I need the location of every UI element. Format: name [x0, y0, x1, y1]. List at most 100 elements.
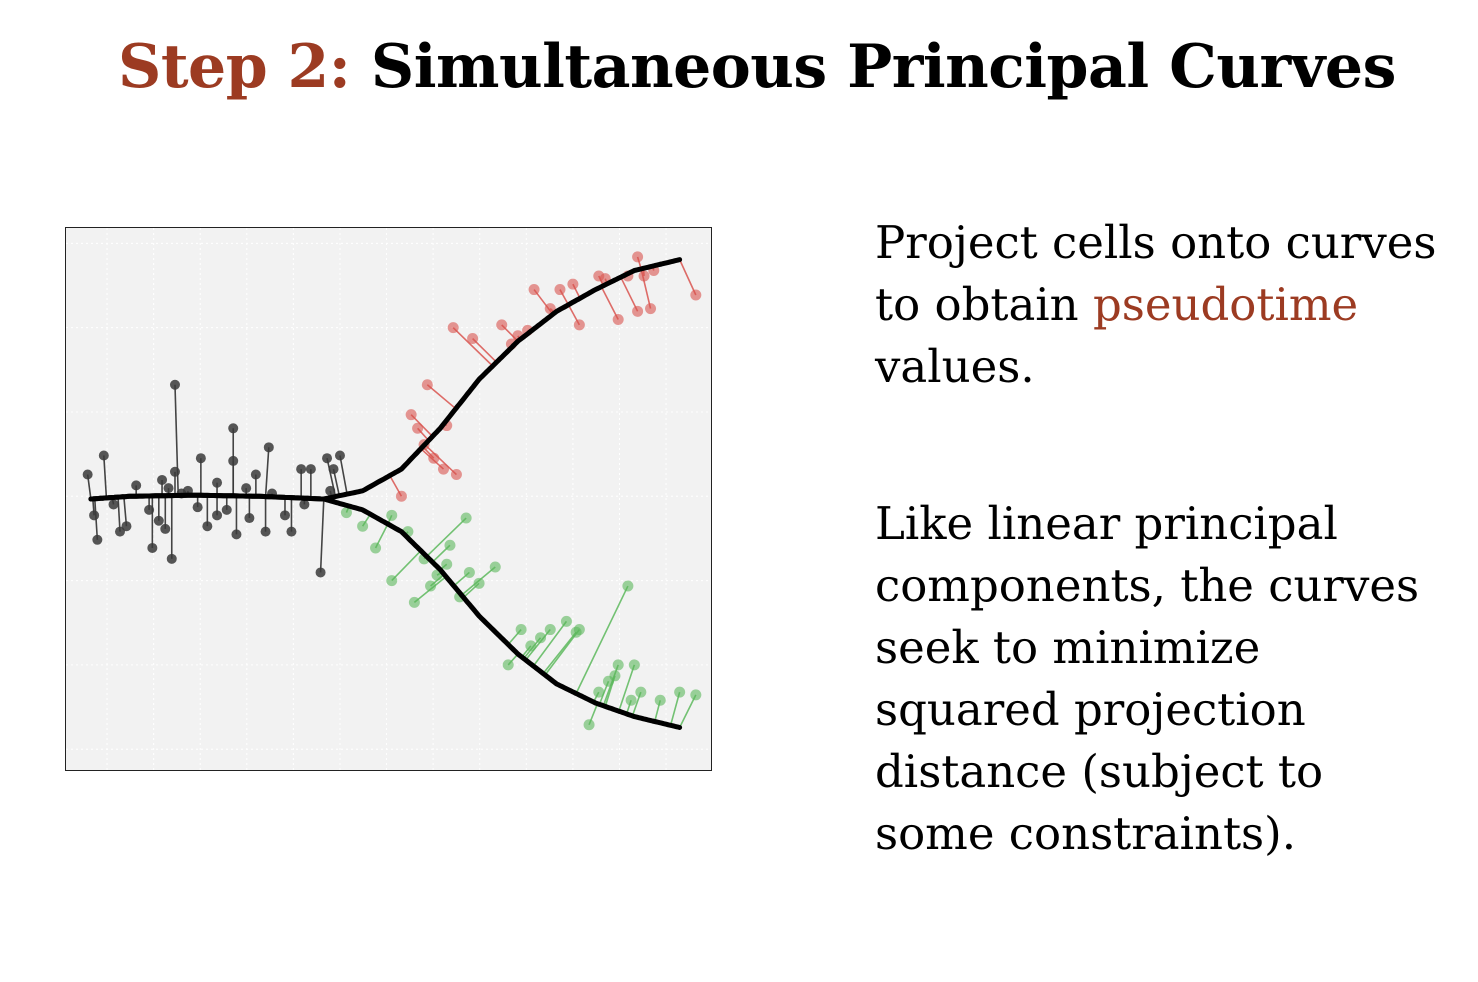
para1-line-2: to obtain pseudotime	[875, 274, 1465, 336]
pseudotime-highlight: pseudotime	[1092, 278, 1359, 331]
cell-point	[515, 624, 527, 636]
cell-point	[632, 305, 644, 317]
cell-point	[357, 520, 369, 532]
cell-point	[690, 689, 702, 701]
para2-line-1: Like linear principal	[875, 497, 1338, 550]
slide-title: Step 2: Simultaneous Principal Curves	[118, 32, 1396, 102]
cell-point	[370, 542, 382, 554]
cell-point	[195, 453, 206, 464]
projection-segment	[472, 337, 498, 363]
cell-point	[169, 379, 180, 390]
cell-point	[573, 624, 585, 636]
para2-line-6: some constraints).	[875, 807, 1296, 860]
cell-point	[157, 474, 168, 485]
cell-point	[322, 453, 333, 464]
projection-segment	[669, 691, 681, 726]
cell-point	[674, 686, 686, 698]
cell-point	[593, 686, 605, 698]
cell-point	[473, 577, 485, 589]
projection-segment	[426, 384, 457, 410]
principal-curves-plot	[65, 227, 712, 771]
cell-point	[412, 422, 424, 434]
cell-point	[386, 575, 398, 587]
cell-point	[460, 512, 472, 524]
cell-point	[622, 580, 634, 592]
cell-point	[425, 580, 437, 592]
cell-point	[108, 499, 119, 510]
projection-segment	[600, 286, 619, 320]
para1-line-3: values.	[875, 340, 1035, 393]
cell-point	[286, 526, 297, 537]
projection-segment	[575, 585, 629, 694]
cell-point	[89, 510, 100, 521]
cell-point	[98, 450, 109, 461]
para1-line-2-text: to obtain	[875, 278, 1093, 331]
para1-line-1: Project cells onto curves	[875, 216, 1437, 269]
cell-point	[169, 466, 180, 477]
projection-segment	[678, 259, 697, 296]
plot-frame	[65, 227, 712, 771]
description-paragraph-2: Like linear principal components, the cu…	[875, 493, 1465, 865]
cell-point	[244, 513, 255, 524]
projection-segment	[424, 444, 457, 476]
cell-point	[408, 596, 420, 608]
cell-point	[447, 322, 459, 334]
cell-point	[612, 313, 624, 325]
cell-point	[638, 270, 650, 282]
title-main: Simultaneous Principal Curves	[370, 32, 1397, 102]
cell-point	[153, 515, 164, 526]
description-paragraph-1: Project cells onto curves to obtain pseu…	[875, 212, 1465, 398]
para2-line-2: components, the curves	[875, 559, 1420, 612]
cell-point	[645, 303, 657, 315]
cell-point	[635, 686, 647, 698]
projection-segment	[117, 497, 121, 532]
cell-point	[405, 409, 417, 421]
cell-point	[92, 534, 103, 545]
cell-point	[625, 694, 637, 706]
cell-point	[535, 632, 547, 644]
principal-curve-lower	[88, 492, 683, 730]
cell-point	[441, 558, 453, 570]
cell-point	[131, 480, 142, 491]
projection-segment	[678, 694, 697, 728]
cell-point	[250, 469, 261, 480]
cell-point	[299, 499, 310, 510]
title-step-label: Step 2:	[118, 32, 351, 102]
cell-point	[340, 507, 352, 519]
cell-point	[228, 423, 239, 434]
cell-point	[632, 251, 644, 263]
cell-point	[421, 379, 433, 391]
projection-segment	[620, 276, 639, 312]
cell-point	[160, 523, 171, 534]
principal-curves	[88, 257, 683, 730]
cell-point	[444, 539, 456, 551]
projection-segment	[532, 620, 568, 667]
cell-point	[612, 659, 624, 671]
cell-point	[528, 284, 540, 296]
cell-point	[609, 670, 621, 682]
cell-point	[315, 567, 326, 578]
cell-point	[221, 504, 232, 515]
cell-point	[567, 278, 579, 290]
projection-segment	[103, 455, 108, 498]
cell-point	[386, 509, 398, 521]
cell-point	[279, 510, 290, 521]
cell-point	[467, 333, 479, 345]
cell-point	[334, 450, 345, 461]
cell-point	[328, 464, 339, 475]
cell-point	[428, 452, 440, 464]
cell-point	[525, 640, 537, 652]
para2-line-5: distance (subject to	[875, 745, 1324, 798]
cell-point	[82, 469, 93, 480]
para2-line-3: seek to minimize	[875, 621, 1261, 674]
cell-point	[489, 561, 501, 573]
cell-point	[583, 719, 595, 731]
cell-point	[296, 464, 307, 475]
projection-segment	[339, 455, 348, 495]
cell-point	[212, 510, 223, 521]
cell-point	[263, 442, 274, 453]
cell-point	[144, 504, 155, 515]
cell-point	[502, 659, 514, 671]
projection-segment	[264, 447, 270, 497]
cell-point	[212, 477, 223, 488]
